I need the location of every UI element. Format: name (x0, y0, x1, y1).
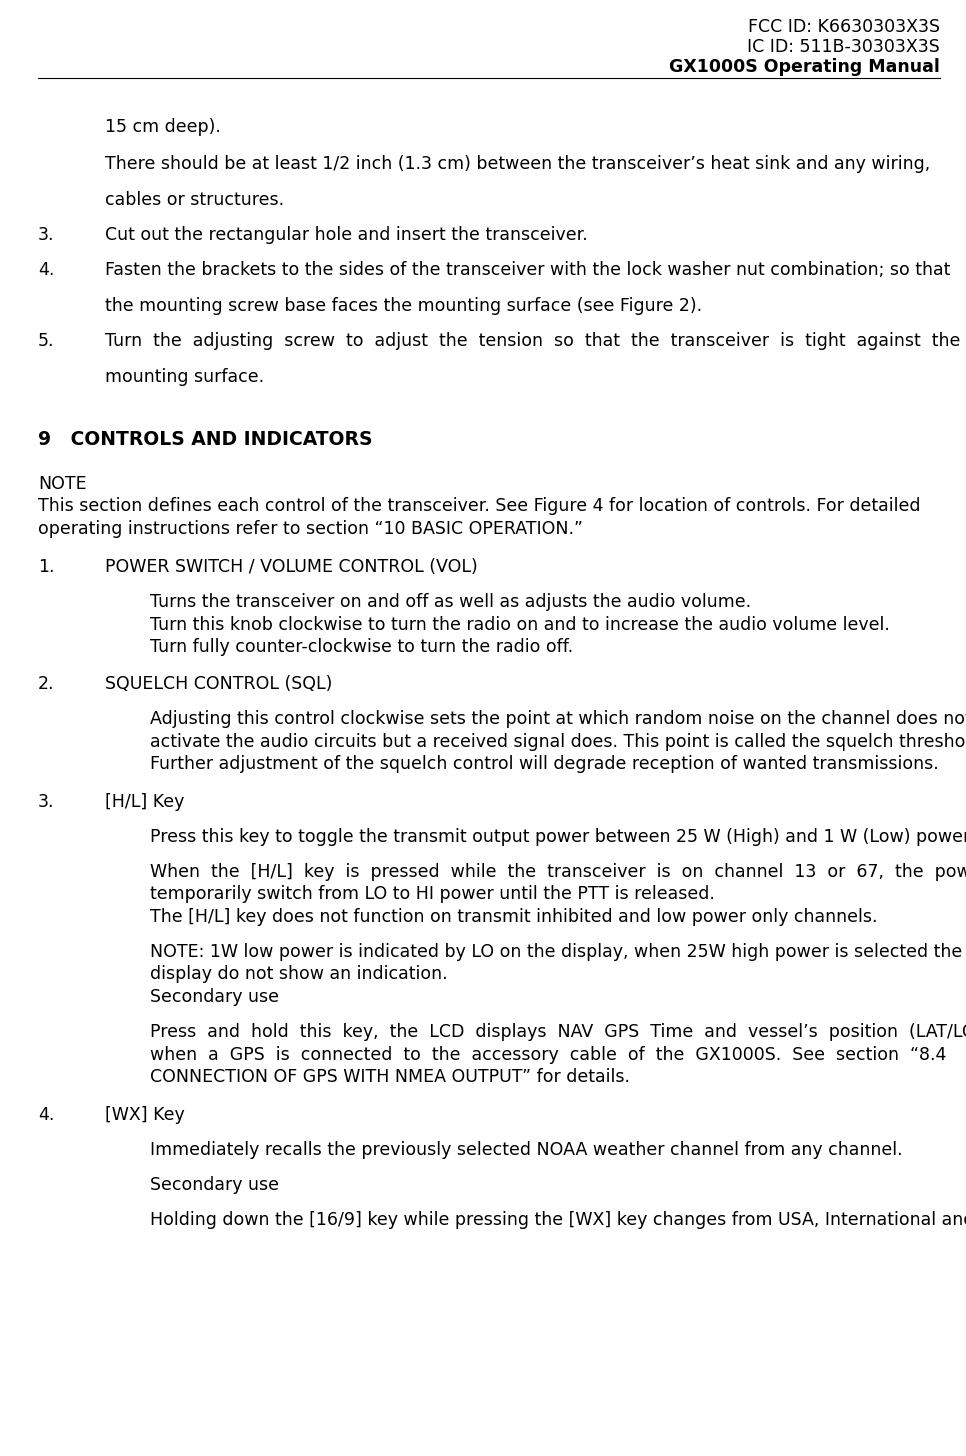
Text: 1.: 1. (38, 558, 54, 577)
Text: Holding down the [16/9] key while pressing the [WX] key changes from USA, Intern: Holding down the [16/9] key while pressi… (150, 1211, 966, 1229)
Text: Immediately recalls the previously selected NOAA weather channel from any channe: Immediately recalls the previously selec… (150, 1142, 902, 1159)
Text: SQUELCH CONTROL (SQL): SQUELCH CONTROL (SQL) (105, 676, 332, 693)
Text: when  a  GPS  is  connected  to  the  accessory  cable  of  the  GX1000S.  See  : when a GPS is connected to the accessory… (150, 1045, 947, 1064)
Text: Turns the transceiver on and off as well as adjusts the audio volume.: Turns the transceiver on and off as well… (150, 593, 752, 612)
Text: Secondary use: Secondary use (150, 1176, 279, 1194)
Text: Press  and  hold  this  key,  the  LCD  displays  NAV  GPS  Time  and  vessel’s : Press and hold this key, the LCD display… (150, 1024, 966, 1041)
Text: IC ID: 511B-30303X3S: IC ID: 511B-30303X3S (748, 38, 940, 55)
Text: 15 cm deep).: 15 cm deep). (105, 118, 221, 135)
Text: 9   CONTROLS AND INDICATORS: 9 CONTROLS AND INDICATORS (38, 430, 373, 448)
Text: 5.: 5. (38, 332, 54, 349)
Text: Further adjustment of the squelch control will degrade reception of wanted trans: Further adjustment of the squelch contro… (150, 756, 939, 773)
Text: FCC ID: K6630303X3S: FCC ID: K6630303X3S (748, 17, 940, 36)
Text: Turn this knob clockwise to turn the radio on and to increase the audio volume l: Turn this knob clockwise to turn the rad… (150, 616, 890, 633)
Text: 4.: 4. (38, 261, 54, 280)
Text: GX1000S Operating Manual: GX1000S Operating Manual (669, 58, 940, 76)
Text: [H/L] Key: [H/L] Key (105, 794, 185, 811)
Text: 4.: 4. (38, 1107, 54, 1124)
Text: When  the  [H/L]  key  is  pressed  while  the  transceiver  is  on  channel  13: When the [H/L] key is pressed while the … (150, 863, 966, 881)
Text: display do not show an indication.: display do not show an indication. (150, 965, 447, 983)
Text: temporarily switch from LO to HI power until the PTT is released.: temporarily switch from LO to HI power u… (150, 885, 715, 903)
Text: The [H/L] key does not function on transmit inhibited and low power only channel: The [H/L] key does not function on trans… (150, 909, 877, 926)
Text: [WX] Key: [WX] Key (105, 1107, 185, 1124)
Text: the mounting screw base faces the mounting surface (see Figure 2).: the mounting screw base faces the mounti… (105, 297, 702, 314)
Text: CONNECTION OF GPS WITH NMEA OUTPUT” for details.: CONNECTION OF GPS WITH NMEA OUTPUT” for … (150, 1069, 630, 1086)
Text: mounting surface.: mounting surface. (105, 368, 264, 386)
Text: Turn fully counter-clockwise to turn the radio off.: Turn fully counter-clockwise to turn the… (150, 638, 573, 657)
Text: This section defines each control of the transceiver. See Figure 4 for location : This section defines each control of the… (38, 496, 921, 515)
Text: 3.: 3. (38, 226, 54, 245)
Text: 2.: 2. (38, 676, 54, 693)
Text: operating instructions refer to section “10 BASIC OPERATION.”: operating instructions refer to section … (38, 520, 583, 539)
Text: POWER SWITCH / VOLUME CONTROL (VOL): POWER SWITCH / VOLUME CONTROL (VOL) (105, 558, 478, 577)
Text: NOTE: 1W low power is indicated by LO on the display, when 25W high power is sel: NOTE: 1W low power is indicated by LO on… (150, 943, 962, 961)
Text: NOTE: NOTE (38, 475, 87, 494)
Text: Fasten the brackets to the sides of the transceiver with the lock washer nut com: Fasten the brackets to the sides of the … (105, 261, 951, 280)
Text: There should be at least 1/2 inch (1.3 cm) between the transceiver’s heat sink a: There should be at least 1/2 inch (1.3 c… (105, 154, 930, 173)
Text: Adjusting this control clockwise sets the point at which random noise on the cha: Adjusting this control clockwise sets th… (150, 711, 966, 728)
Text: cables or structures.: cables or structures. (105, 191, 284, 210)
Text: 3.: 3. (38, 794, 54, 811)
Text: Turn  the  adjusting  screw  to  adjust  the  tension  so  that  the  transceive: Turn the adjusting screw to adjust the t… (105, 332, 960, 349)
Text: Press this key to toggle the transmit output power between 25 W (High) and 1 W (: Press this key to toggle the transmit ou… (150, 828, 966, 846)
Text: Secondary use: Secondary use (150, 989, 279, 1006)
Text: Cut out the rectangular hole and insert the transceiver.: Cut out the rectangular hole and insert … (105, 226, 587, 245)
Text: activate the audio circuits but a received signal does. This point is called the: activate the audio circuits but a receiv… (150, 732, 966, 751)
